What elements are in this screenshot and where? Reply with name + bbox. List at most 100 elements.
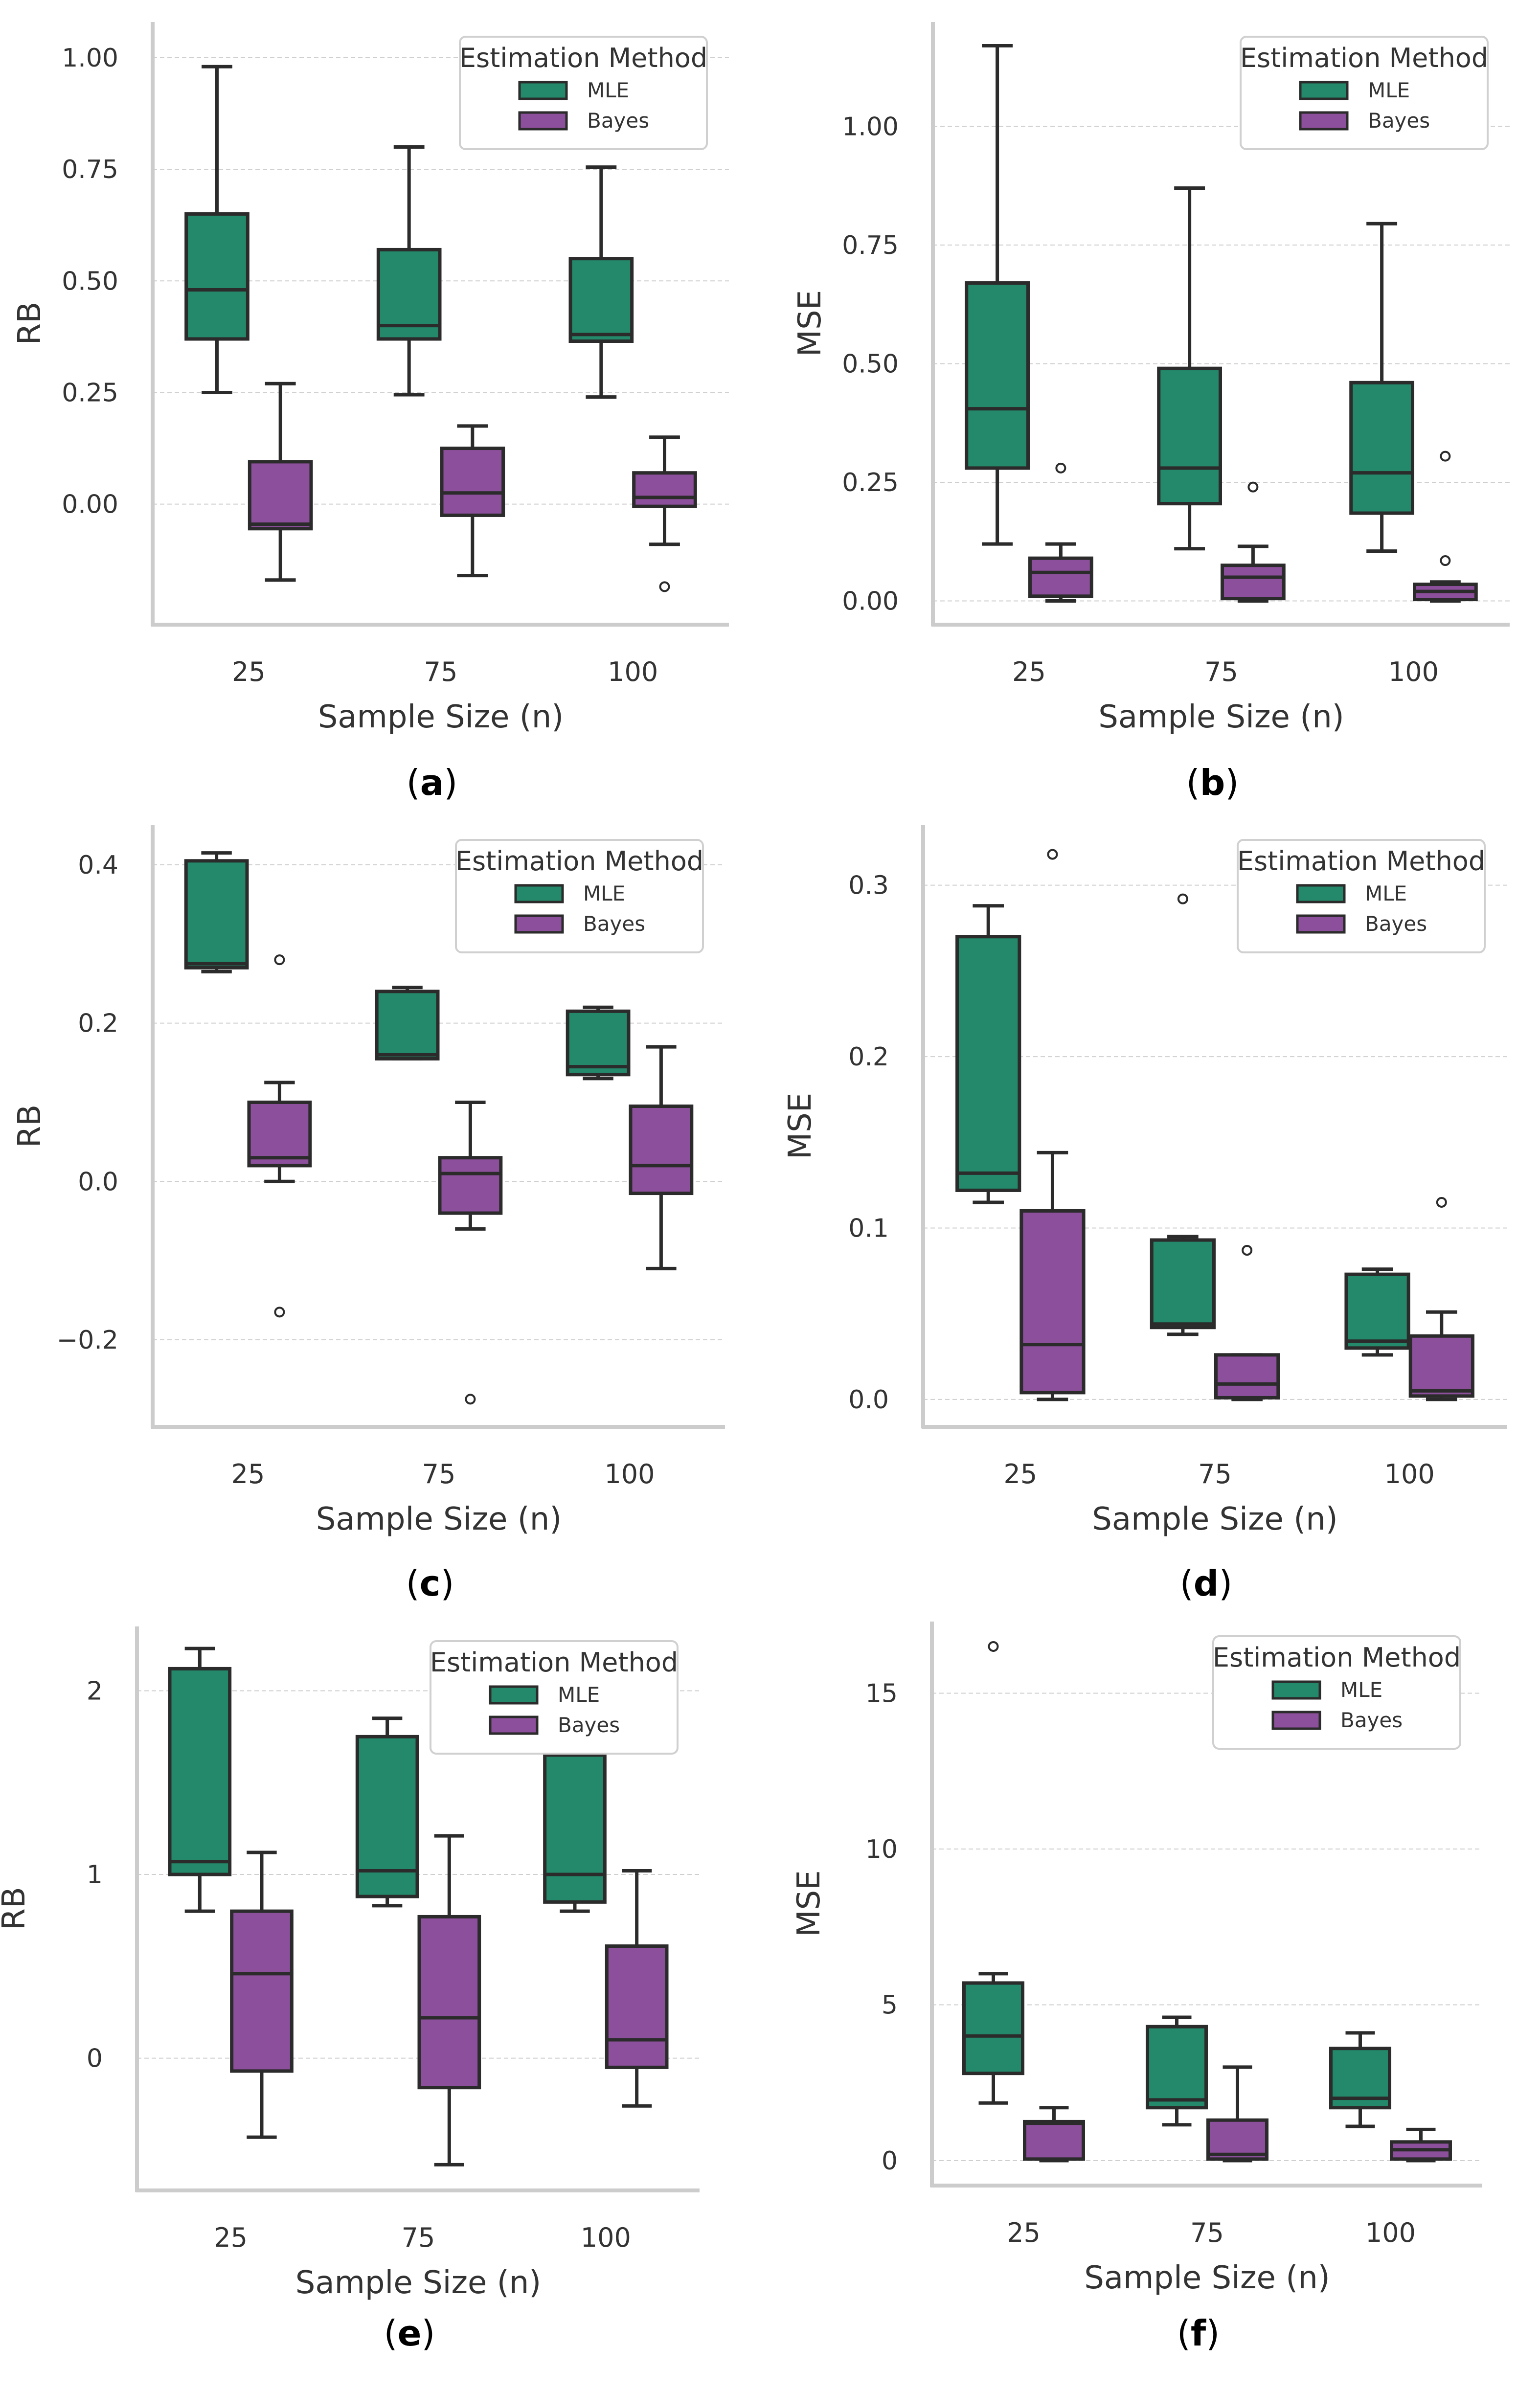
box-bayes-n25 bbox=[230, 1850, 294, 2139]
legend-label-mle: MLE bbox=[583, 881, 625, 905]
panel-e: 0 1 2 25 75 100 Sample Size (n) RB Estimation Me… bbox=[0, 1626, 700, 2354]
legend-label-mle: MLE bbox=[1368, 78, 1410, 102]
box-body bbox=[355, 1735, 419, 1898]
y-axis-label: MSE bbox=[791, 1870, 827, 1937]
x-tick-label: 75 bbox=[424, 656, 458, 687]
x-tick-label: 25 bbox=[1007, 2217, 1041, 2248]
legend-title: Estimation Method bbox=[430, 1647, 678, 1678]
legend-title: Estimation Method bbox=[1213, 1642, 1461, 1673]
box-bayes-n25 bbox=[1028, 462, 1093, 603]
caption-paren: ) bbox=[440, 1563, 454, 1604]
legend-title: Estimation Method bbox=[1240, 43, 1488, 73]
x-tick-label: 25 bbox=[1003, 1459, 1037, 1489]
y-tick-label: 0.1 bbox=[848, 1214, 889, 1243]
legend-swatch-mle bbox=[489, 1685, 539, 1705]
caption-paren: ( bbox=[384, 2313, 397, 2354]
x-tick-label: 25 bbox=[231, 1459, 265, 1489]
x-tick-label: 100 bbox=[1384, 1459, 1435, 1489]
x-tick-label: 100 bbox=[608, 656, 658, 687]
box-body bbox=[1028, 556, 1093, 598]
y-tick-label: 1 bbox=[87, 1860, 103, 1890]
caption-paren: ( bbox=[406, 1563, 420, 1604]
x-axis-label: Sample Size (n) bbox=[295, 2265, 542, 2301]
x-tick-label: 75 bbox=[1198, 1459, 1232, 1489]
y-axis-label: MSE bbox=[782, 1093, 818, 1159]
outlier-point bbox=[1247, 481, 1259, 493]
caption-letter: c bbox=[420, 1563, 441, 1604]
y-axis-label: RB bbox=[12, 302, 48, 345]
x-tick-label: 100 bbox=[1365, 2217, 1416, 2248]
x-tick-label: 75 bbox=[402, 2222, 435, 2253]
y-tick-label: 0 bbox=[87, 2044, 103, 2074]
panel-caption: (d) bbox=[1180, 1563, 1233, 1604]
box-mle-n100 bbox=[1344, 1267, 1410, 1357]
caption-paren: ) bbox=[1225, 762, 1239, 803]
legend: Estimation Method MLE Bayes bbox=[1212, 1635, 1461, 1750]
legend: Estimation Method MLE Bayes bbox=[455, 839, 704, 953]
y-tick-label: 5 bbox=[882, 1991, 898, 2020]
legend-swatch-bayes bbox=[518, 111, 568, 131]
y-tick-label: 0.4 bbox=[78, 851, 118, 880]
legend: Estimation Method MLE Bayes bbox=[1237, 839, 1486, 953]
caption-paren: ) bbox=[1219, 1563, 1232, 1604]
legend-swatch-bayes bbox=[489, 1715, 539, 1735]
box-body bbox=[438, 1156, 503, 1215]
box-mle-n25 bbox=[184, 851, 249, 973]
box-body bbox=[632, 471, 697, 508]
x-tick-label: 25 bbox=[232, 656, 266, 687]
outlier-point bbox=[1440, 555, 1451, 566]
box-bayes-n25 bbox=[248, 382, 313, 582]
box-body bbox=[440, 447, 505, 517]
legend-label-mle: MLE bbox=[587, 78, 629, 102]
y-tick-label: 0.25 bbox=[842, 468, 899, 497]
box-body bbox=[184, 859, 249, 970]
box-bayes-n25 bbox=[1023, 2106, 1085, 2163]
outlier-point bbox=[1242, 1245, 1253, 1256]
caption-paren: ( bbox=[1186, 762, 1200, 803]
panel-caption: (a) bbox=[407, 762, 458, 803]
box-body bbox=[168, 1667, 232, 1876]
box-body bbox=[1408, 1334, 1474, 1398]
box-body bbox=[965, 281, 1030, 470]
outlier-point bbox=[1436, 1196, 1447, 1208]
box-body bbox=[629, 1105, 694, 1196]
box-mle-n100 bbox=[1349, 222, 1414, 553]
box-body bbox=[1349, 381, 1414, 515]
legend-label-bayes: Bayes bbox=[583, 912, 645, 936]
y-tick-label: 0 bbox=[882, 2146, 898, 2176]
box-bayes-n75 bbox=[438, 1100, 503, 1405]
box-body bbox=[417, 1915, 481, 2090]
box-body bbox=[230, 1909, 294, 2073]
box-mle-n25 bbox=[184, 65, 249, 394]
y-tick-label: 2 bbox=[87, 1676, 103, 1706]
box-mle-n25 bbox=[168, 1647, 232, 1913]
box-mle-n25 bbox=[962, 1641, 1024, 2105]
box-bayes-n100 bbox=[1390, 2127, 1452, 2163]
caption-paren: ) bbox=[1206, 2313, 1220, 2354]
y-tick-label: −0.2 bbox=[57, 1326, 118, 1355]
box-mle-n75 bbox=[375, 986, 440, 1060]
box-body bbox=[955, 935, 1021, 1192]
legend-label-bayes: Bayes bbox=[1340, 1708, 1403, 1732]
outlier-point bbox=[1440, 451, 1451, 462]
outlier-point bbox=[1177, 893, 1188, 904]
box-bayes-n100 bbox=[629, 1045, 694, 1270]
outlier-point bbox=[274, 1307, 285, 1318]
x-axis-label: Sample Size (n) bbox=[1084, 2260, 1330, 2296]
legend-title: Estimation Method bbox=[455, 846, 703, 877]
box-bayes-n75 bbox=[1214, 1245, 1280, 1401]
box-bayes-n75 bbox=[440, 424, 505, 578]
caption-paren: ( bbox=[1177, 2313, 1191, 2354]
y-tick-label: 0.00 bbox=[842, 586, 899, 616]
y-tick-label: 15 bbox=[865, 1679, 898, 1709]
box-body bbox=[962, 1981, 1024, 2075]
y-axis-label: RB bbox=[0, 1887, 32, 1930]
caption-letter: b bbox=[1200, 762, 1225, 803]
box-body bbox=[1023, 2120, 1085, 2161]
panel-b: 0.00 0.25 0.50 0.75 1.00 25 75 100 Sample Size (… bbox=[792, 22, 1510, 803]
box-body bbox=[1344, 1272, 1410, 1350]
y-tick-label: 0.2 bbox=[848, 1042, 889, 1072]
box-body bbox=[1146, 2025, 1208, 2110]
x-tick-label: 25 bbox=[214, 2222, 248, 2253]
box-body bbox=[543, 1753, 607, 1904]
